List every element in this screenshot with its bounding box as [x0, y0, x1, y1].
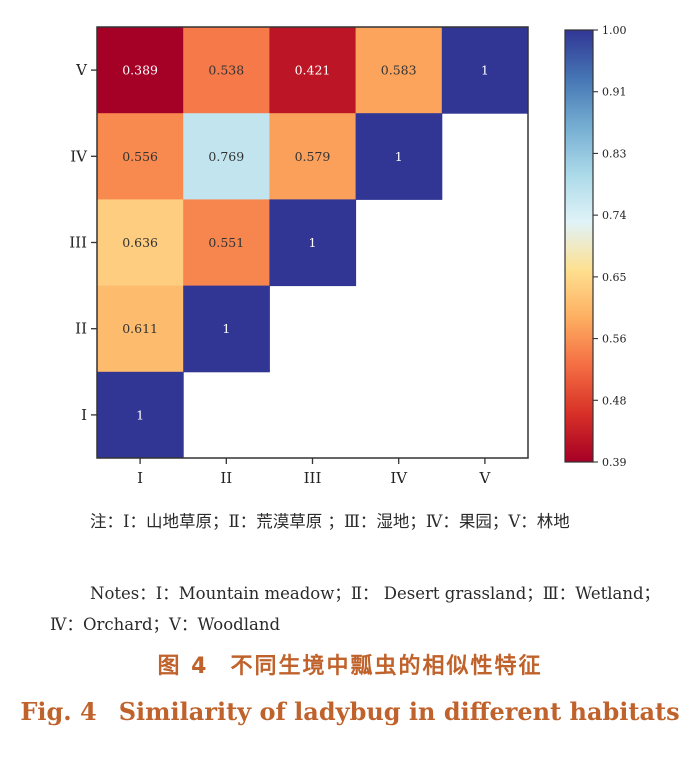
heatmap-cell	[269, 199, 357, 287]
notes-chinese: 注：Ⅰ：山地草原；Ⅱ：荒漠草原 ；Ⅲ：湿地；Ⅳ：果园；Ⅴ：林地	[90, 512, 570, 531]
y-tick-label: III	[69, 234, 87, 252]
cell-value-label: 0.769	[208, 149, 244, 164]
heatmap-cell	[183, 199, 270, 287]
cell-value-label: 0.583	[381, 63, 417, 78]
cell-value-label: 1	[136, 407, 144, 422]
x-tick-label: III	[304, 469, 322, 487]
similarity-heatmap: 0.389 0.538 0.421 0.583 1 0.556 0.769 0.579 1 0.6…	[69, 24, 627, 487]
cell-value-label: 0.551	[208, 235, 244, 250]
heatmap-cell	[183, 27, 270, 114]
heatmap-cell	[269, 113, 357, 200]
heatmap-cell	[441, 27, 529, 114]
figure-caption-chinese: 图 4 不同生境中瓢虫的相似性特征	[0, 648, 700, 680]
heatmap-cell	[97, 371, 184, 459]
colorbar-tick-label: 1.00	[602, 24, 627, 37]
colorbar-tick-label: 0.56	[602, 333, 627, 346]
caption-en-title: Similarity of ladybug in different habit…	[118, 697, 680, 726]
colorbar-tick-label: 0.83	[602, 147, 627, 160]
cell-value-label: 0.636	[122, 235, 158, 250]
cell-value-label: 1	[222, 321, 230, 336]
y-tick-label: II	[75, 320, 87, 338]
cell-value-label: 0.556	[122, 149, 158, 164]
cell-value-label: 0.579	[295, 149, 331, 164]
heatmap-cell	[97, 199, 184, 287]
notes-english: Notes：Ⅰ：Mountain meadow；Ⅱ： Desert grassl…	[50, 584, 661, 634]
cell-value-label: 0.611	[122, 321, 158, 336]
cell-value-label: 0.421	[295, 63, 331, 78]
x-tick-label: IV	[390, 469, 408, 487]
caption-zh-title: 不同生境中瓢虫的相似性特征	[230, 654, 543, 679]
figure-caption-english: Fig. 4 Similarity of ladybug in different…	[0, 697, 700, 726]
y-tick-label: V	[75, 61, 88, 79]
colorbar-tick-label: 0.48	[602, 394, 627, 407]
caption-zh-label: 图 4	[157, 654, 209, 679]
heatmap-cells: 0.389 0.538 0.421 0.583 1 0.556 0.769 0.579 1 0.6…	[97, 27, 529, 459]
heatmap-cell	[355, 113, 443, 200]
x-axis: I II III IV V	[137, 458, 491, 487]
heatmap-cell	[183, 285, 270, 373]
cell-value-label: 0.538	[208, 63, 244, 78]
caption-en-label: Fig. 4	[20, 697, 97, 726]
cell-value-label: 1	[309, 235, 317, 250]
cell-value-label: 1	[481, 63, 489, 78]
y-tick-label: IV	[70, 147, 88, 165]
colorbar-tick-label: 0.74	[602, 209, 627, 222]
cell-value-label: 0.389	[122, 63, 158, 78]
heatmap-cell	[183, 113, 270, 200]
heatmap-cell	[97, 285, 184, 373]
y-tick-label: I	[81, 406, 87, 424]
x-tick-label: II	[220, 469, 232, 487]
x-tick-label: V	[478, 469, 491, 487]
colorbar-tick-label: 0.65	[602, 271, 627, 284]
heatmap-cell	[97, 27, 184, 114]
colorbar-gradient	[564, 29, 594, 463]
heatmap-cell	[269, 27, 357, 114]
cell-value-label: 1	[395, 149, 403, 164]
colorbar-tick-label: 0.39	[602, 456, 627, 469]
colorbar: 1.00 0.91 0.83 0.74 0.65 0.56 0.48 0.39	[564, 24, 627, 469]
x-tick-label: I	[137, 469, 143, 487]
heatmap-cell	[355, 27, 443, 114]
colorbar-tick-label: 0.91	[602, 86, 627, 99]
heatmap-cell	[97, 113, 184, 200]
